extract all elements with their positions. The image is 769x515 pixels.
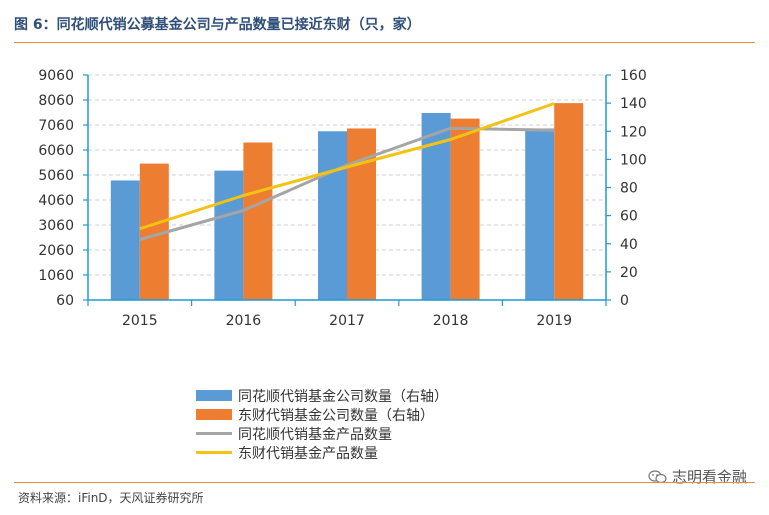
right-tick-label: 140	[620, 96, 647, 112]
legend-item: 同花顺代销基金产品数量	[196, 424, 448, 443]
legend-label: 东财代销基金产品数量	[238, 445, 378, 462]
x-tick-label: 2017	[329, 313, 365, 329]
left-tick-label: 3060	[38, 218, 74, 234]
right-tick-label: 100	[620, 152, 647, 168]
x-tick-label: 2016	[226, 313, 262, 329]
legend-swatch	[196, 390, 232, 401]
title-divider	[14, 42, 755, 43]
legend-label: 东财代销基金公司数量（右轴）	[238, 407, 434, 424]
right-tick-label: 40	[620, 237, 638, 253]
right-tick-label: 0	[620, 293, 629, 309]
footer-divider	[14, 482, 755, 483]
x-tick-label: 2019	[536, 313, 572, 329]
bar-ths-companies	[318, 131, 347, 300]
legend-item: 同花顺代销基金公司数量（右轴）	[196, 386, 448, 405]
bar-dc-companies	[450, 118, 480, 300]
x-tick-label: 2015	[122, 313, 158, 329]
legend-swatch	[196, 409, 232, 420]
watermark-text: 志明看金融	[671, 468, 747, 486]
legend-label: 同花顺代销基金产品数量	[238, 426, 392, 443]
figure-title: 图 6：同花顺代销公募基金公司与产品数量已接近东财（只，家）	[14, 17, 421, 33]
legend-item: 东财代销基金公司数量（右轴）	[196, 405, 448, 424]
bar-ths-companies	[214, 170, 244, 300]
left-tick-label: 1060	[38, 268, 74, 284]
x-tick-label: 2018	[433, 313, 469, 329]
right-tick-label: 120	[620, 124, 647, 140]
bar-dc-companies	[347, 128, 376, 300]
source-note: 资料来源：iFinD，天风证券研究所	[18, 491, 204, 505]
left-tick-label: 9060	[38, 68, 74, 84]
left-tick-label: 2060	[38, 243, 74, 259]
bar-ths-companies	[525, 128, 555, 300]
left-tick-label: 5060	[38, 168, 74, 184]
right-tick-label: 60	[620, 209, 638, 225]
legend-item: 东财代销基金产品数量	[196, 443, 448, 462]
chart-canvas: 6010602060306040605060606070608060906002…	[38, 68, 647, 329]
legend-swatch	[196, 432, 232, 435]
legend-label: 同花顺代销基金公司数量（右轴）	[238, 388, 448, 405]
bar-ths-companies	[110, 180, 140, 300]
left-tick-label: 6060	[38, 143, 74, 159]
left-tick-label: 60	[56, 293, 74, 309]
right-tick-label: 20	[620, 265, 638, 281]
right-tick-label: 160	[620, 68, 647, 84]
left-tick-label: 4060	[38, 193, 74, 209]
watermark: 志明看金融	[648, 466, 747, 487]
wechat-icon	[648, 469, 667, 483]
bar-dc-companies	[243, 142, 273, 300]
left-tick-label: 7060	[38, 118, 74, 134]
bar-dc-companies	[554, 103, 584, 300]
chart-legend: 同花顺代销基金公司数量（右轴） 东财代销基金公司数量（右轴） 同花顺代销基金产品数量…	[196, 386, 448, 462]
right-tick-label: 80	[620, 181, 638, 197]
legend-swatch	[196, 451, 232, 454]
line-dc-products	[139, 102, 555, 231]
left-tick-label: 8060	[38, 93, 74, 109]
